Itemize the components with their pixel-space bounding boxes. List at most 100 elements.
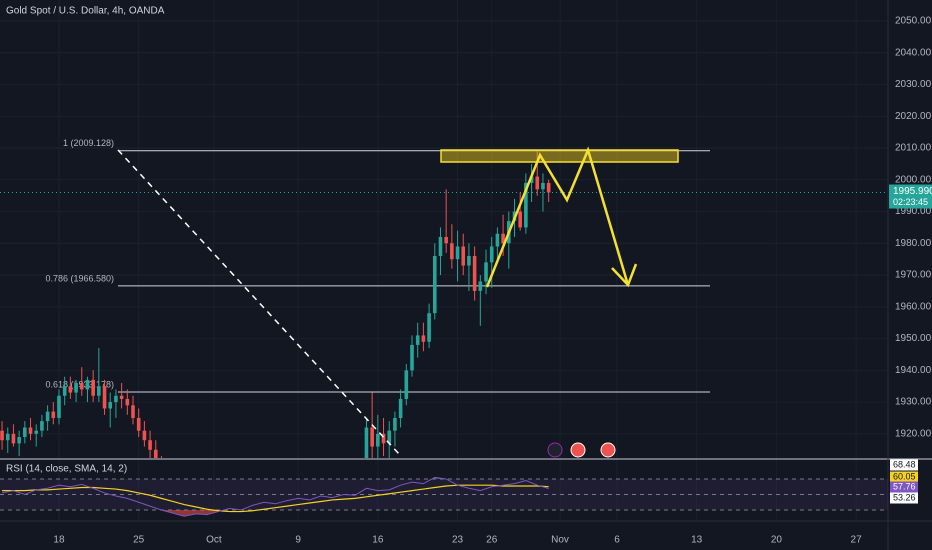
fib-label: 0.618 (1933.178)	[45, 379, 114, 389]
candle-body	[142, 430, 147, 441]
candle-body	[501, 233, 505, 244]
x-tick-label: 20	[771, 535, 783, 546]
candle-body	[57, 395, 61, 418]
candle-body	[467, 255, 471, 266]
x-tick-label: 18	[53, 535, 65, 546]
event-icon	[547, 442, 563, 458]
x-tick-label: 25	[133, 535, 145, 546]
rsi-scale-label: 68.48	[893, 459, 916, 469]
candle-body	[119, 395, 124, 399]
trend-line	[117, 149, 401, 456]
candle-body	[136, 417, 141, 431]
candle-body	[114, 395, 118, 403]
y-tick-label: 2000.00	[895, 174, 932, 185]
candle-body	[45, 411, 50, 422]
candle-body	[421, 335, 426, 342]
rsi-pane	[0, 476, 888, 517]
candle-body	[11, 433, 16, 444]
x-tick-label: 26	[486, 535, 498, 546]
chart-title: Gold Spot / U.S. Dollar, 4h, OANDA	[6, 6, 165, 17]
x-tick-label: 6	[614, 535, 620, 546]
candle-body	[398, 398, 403, 418]
candle-body	[427, 313, 431, 342]
y-tick-label: 1970.00	[895, 270, 932, 281]
rsi-scale-label: 53.26	[893, 492, 916, 502]
candle-body	[518, 211, 522, 228]
arrow-head	[611, 263, 638, 288]
candle-body	[40, 421, 44, 431]
y-tick-label: 1960.00	[895, 301, 932, 312]
rsi-scale-box	[890, 471, 918, 483]
y-tick-label: 1930.00	[895, 397, 932, 408]
candle-body	[529, 176, 534, 183]
y-tick-label: 1920.00	[895, 429, 932, 440]
resistance-zone	[440, 149, 679, 163]
event-icon	[600, 442, 616, 458]
candle-body	[524, 182, 528, 228]
candle-body	[495, 233, 500, 247]
candle-body	[541, 182, 545, 190]
candle-body	[410, 344, 414, 371]
candle-body	[5, 433, 10, 441]
candle-body	[0, 430, 4, 441]
candle-body	[148, 440, 152, 450]
countdown: 02:23:45	[893, 197, 928, 207]
candle-body	[546, 182, 551, 193]
last-price-box	[889, 184, 932, 209]
candle-body	[108, 402, 113, 409]
candle-body	[455, 246, 460, 260]
plot	[0, 151, 888, 458]
fib-label: 0.786 (1966.580)	[45, 273, 114, 283]
candle-body	[484, 262, 488, 282]
rsi-scale-box	[890, 481, 918, 493]
y-tick-label: 1940.00	[895, 365, 932, 376]
y-tick-label: 2010.00	[895, 143, 932, 154]
y-tick-label: 2020.00	[895, 111, 932, 122]
x-tick-label: 27	[851, 535, 863, 546]
candle-body	[432, 255, 437, 314]
fib-retracement: 1 (2009.128) 0.786 (1966.580) 0.618 (1933.…	[45, 138, 710, 393]
candle-body	[79, 383, 84, 390]
candle-body	[489, 246, 494, 263]
axes: 1920.00 1930.00 1940.00 1950.00 1960.00 1970.…	[53, 16, 932, 546]
candle-body	[472, 255, 477, 291]
candle-body	[153, 449, 158, 458]
candle-body	[102, 386, 107, 409]
x-tick-label: 23	[452, 535, 464, 546]
y-tick-label: 1990.00	[895, 206, 932, 217]
x-tick-label: 13	[691, 535, 703, 546]
last-price-label: 1995.990	[893, 186, 932, 197]
candle-body	[23, 427, 27, 438]
candle-body	[364, 427, 369, 458]
candle-body	[404, 370, 409, 399]
y-tick-label: 2050.00	[895, 16, 932, 27]
rsi-scale-box	[890, 492, 918, 504]
candle-body	[62, 386, 67, 396]
grid	[0, 0, 888, 520]
candle-body	[51, 411, 56, 418]
rsi-scale-box	[890, 459, 918, 471]
candle-body	[478, 281, 483, 291]
y-tick-label: 1980.00	[895, 238, 932, 249]
candle-body	[74, 383, 78, 393]
candle-body	[68, 386, 73, 393]
candle-body	[461, 246, 466, 266]
event-icons	[547, 442, 616, 458]
candle-body	[17, 437, 21, 444]
y-tick-label: 1950.00	[895, 333, 932, 344]
candle-body	[415, 335, 420, 345]
x-tick-label: Oct	[206, 535, 222, 546]
candle-body	[131, 405, 135, 418]
rsi-scale-label: 57.76	[893, 481, 916, 491]
candle-body	[370, 427, 374, 447]
candle-body	[125, 398, 130, 406]
y-tick-label: 2040.00	[895, 47, 932, 58]
rsi-scale-label: 60.05	[893, 471, 916, 481]
candle-body	[85, 379, 90, 390]
candle-body	[91, 379, 95, 396]
x-tick-label: Nov	[551, 535, 569, 546]
rsi-title: RSI (14, close, SMA, 14, 2)	[6, 464, 127, 475]
candle-body	[381, 433, 386, 444]
